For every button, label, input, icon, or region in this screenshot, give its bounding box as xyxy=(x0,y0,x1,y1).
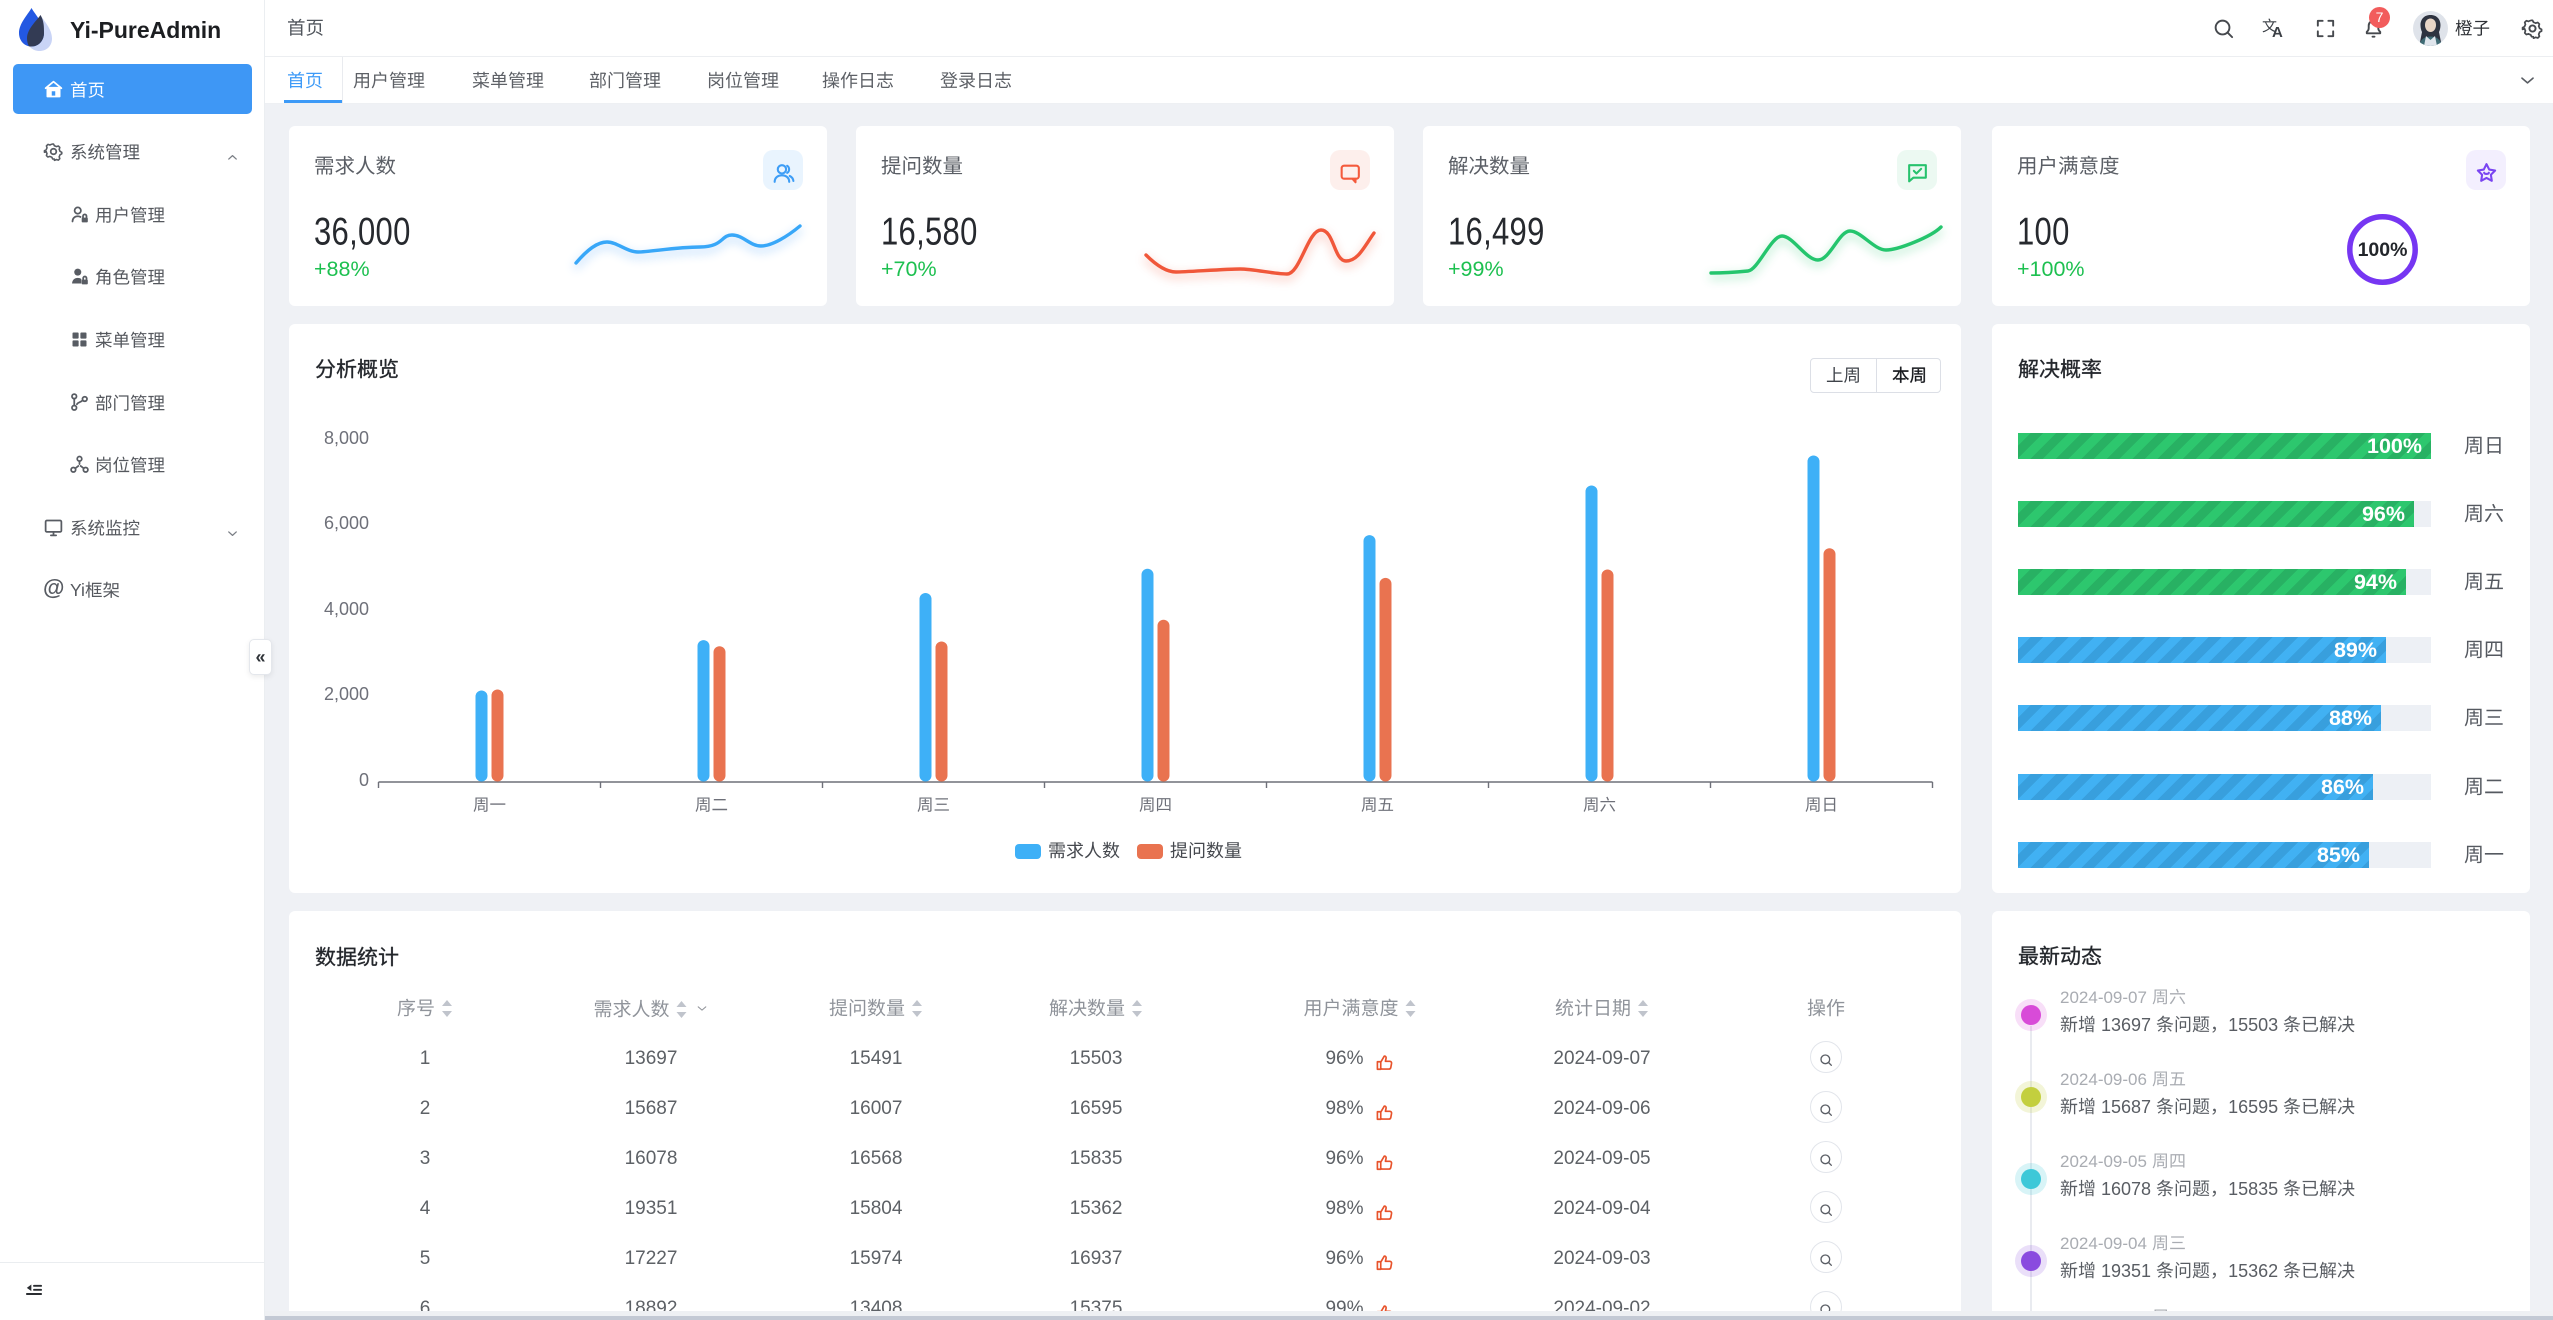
svg-text:4,000: 4,000 xyxy=(324,599,369,619)
svg-text:8,000: 8,000 xyxy=(324,428,369,448)
svg-text:0: 0 xyxy=(359,770,369,790)
svg-text:2,000: 2,000 xyxy=(324,684,369,704)
svg-text:6,000: 6,000 xyxy=(324,513,369,533)
